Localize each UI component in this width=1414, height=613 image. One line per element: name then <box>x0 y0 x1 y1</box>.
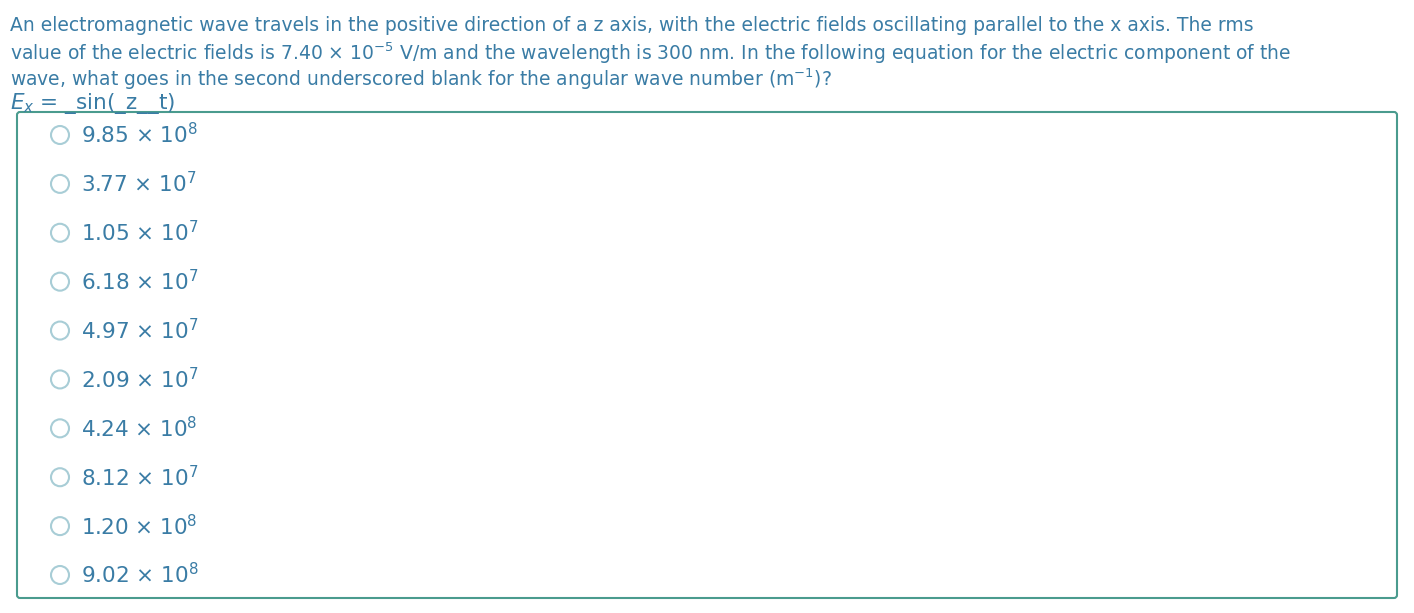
Text: 2.09 $\times$ 10$^{7}$: 2.09 $\times$ 10$^{7}$ <box>81 367 198 392</box>
Text: 3.77 $\times$ 10$^{7}$: 3.77 $\times$ 10$^{7}$ <box>81 171 197 197</box>
Text: 8.12 $\times$ 10$^{7}$: 8.12 $\times$ 10$^{7}$ <box>81 465 198 490</box>
Text: 4.24 $\times$ 10$^{8}$: 4.24 $\times$ 10$^{8}$ <box>81 416 198 441</box>
Text: wave, what goes in the second underscored blank for the angular wave number (m$^: wave, what goes in the second underscore… <box>10 66 831 91</box>
FancyBboxPatch shape <box>17 112 1397 598</box>
Text: 6.18 $\times$ 10$^{7}$: 6.18 $\times$ 10$^{7}$ <box>81 269 198 294</box>
Text: An electromagnetic wave travels in the positive direction of a z axis, with the : An electromagnetic wave travels in the p… <box>10 16 1254 35</box>
Text: value of the electric fields is 7.40 $\times$ 10$^{-5}$ V/m and the wavelength i: value of the electric fields is 7.40 $\t… <box>10 41 1291 66</box>
Text: $E_x$ = _sin(_z__t): $E_x$ = _sin(_z__t) <box>10 91 175 116</box>
Text: 1.20 $\times$ 10$^{8}$: 1.20 $\times$ 10$^{8}$ <box>81 514 198 539</box>
Text: 1.05 $\times$ 10$^{7}$: 1.05 $\times$ 10$^{7}$ <box>81 220 198 245</box>
Text: 4.97 $\times$ 10$^{7}$: 4.97 $\times$ 10$^{7}$ <box>81 318 198 343</box>
Text: 9.02 $\times$ 10$^{8}$: 9.02 $\times$ 10$^{8}$ <box>81 562 198 588</box>
Text: 9.85 $\times$ 10$^{8}$: 9.85 $\times$ 10$^{8}$ <box>81 123 198 148</box>
